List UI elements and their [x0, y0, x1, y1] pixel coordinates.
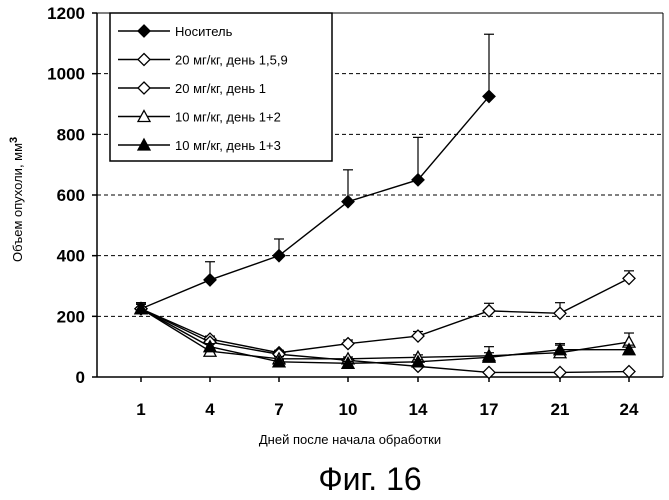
y-tick-label-0: 0	[76, 368, 85, 387]
y-tick-label-400: 400	[57, 247, 85, 266]
x-tick-label-4: 4	[205, 400, 215, 419]
legend-label-2: 20 мг/кг, день 1,5,9	[175, 53, 288, 68]
series-3-point-24	[623, 366, 635, 378]
legend-label-3: 20 мг/кг, день 1	[175, 81, 266, 96]
x-tick-label-17: 17	[480, 400, 499, 419]
series-1-point-4	[204, 274, 216, 286]
y-axis-label-unit: 3	[8, 137, 20, 143]
y-tick-label-800: 800	[57, 125, 85, 144]
y-tick-label-600: 600	[57, 186, 85, 205]
y-tick-label-200: 200	[57, 307, 85, 326]
series-2-point-24	[623, 272, 635, 284]
legend-label-4: 10 мг/кг, день 1+2	[175, 110, 281, 125]
y-tick-label-1000: 1000	[47, 65, 85, 84]
x-tick-label-7: 7	[274, 400, 283, 419]
legend: Носитель 20 мг/кг, день 1,5,9 20 мг/кг, де…	[110, 13, 332, 161]
legend-label-5: 10 мг/кг, день 1+3	[175, 138, 281, 153]
x-axis-label: Дней после начала обработки	[259, 432, 441, 447]
x-tick-label-10: 10	[339, 400, 358, 419]
x-tick-label-24: 24	[620, 400, 639, 419]
x-tick-label-21: 21	[551, 400, 570, 419]
x-tick-label-1: 1	[136, 400, 145, 419]
legend-label-1: Носитель	[175, 24, 233, 39]
tumor-volume-chart: 0200400600800100012001471014172124 Носит…	[0, 0, 669, 500]
series-1-point-10	[342, 196, 354, 208]
y-axis-label: Объем опухоли, мм3	[8, 137, 25, 262]
series-2-point-17	[483, 305, 495, 317]
y-tick-label-1200: 1200	[47, 4, 85, 23]
series-2-point-21	[554, 307, 566, 319]
x-tick-label-14: 14	[409, 400, 428, 419]
series-1-point-7	[273, 250, 285, 262]
figure-caption: Фиг. 16	[318, 461, 421, 497]
